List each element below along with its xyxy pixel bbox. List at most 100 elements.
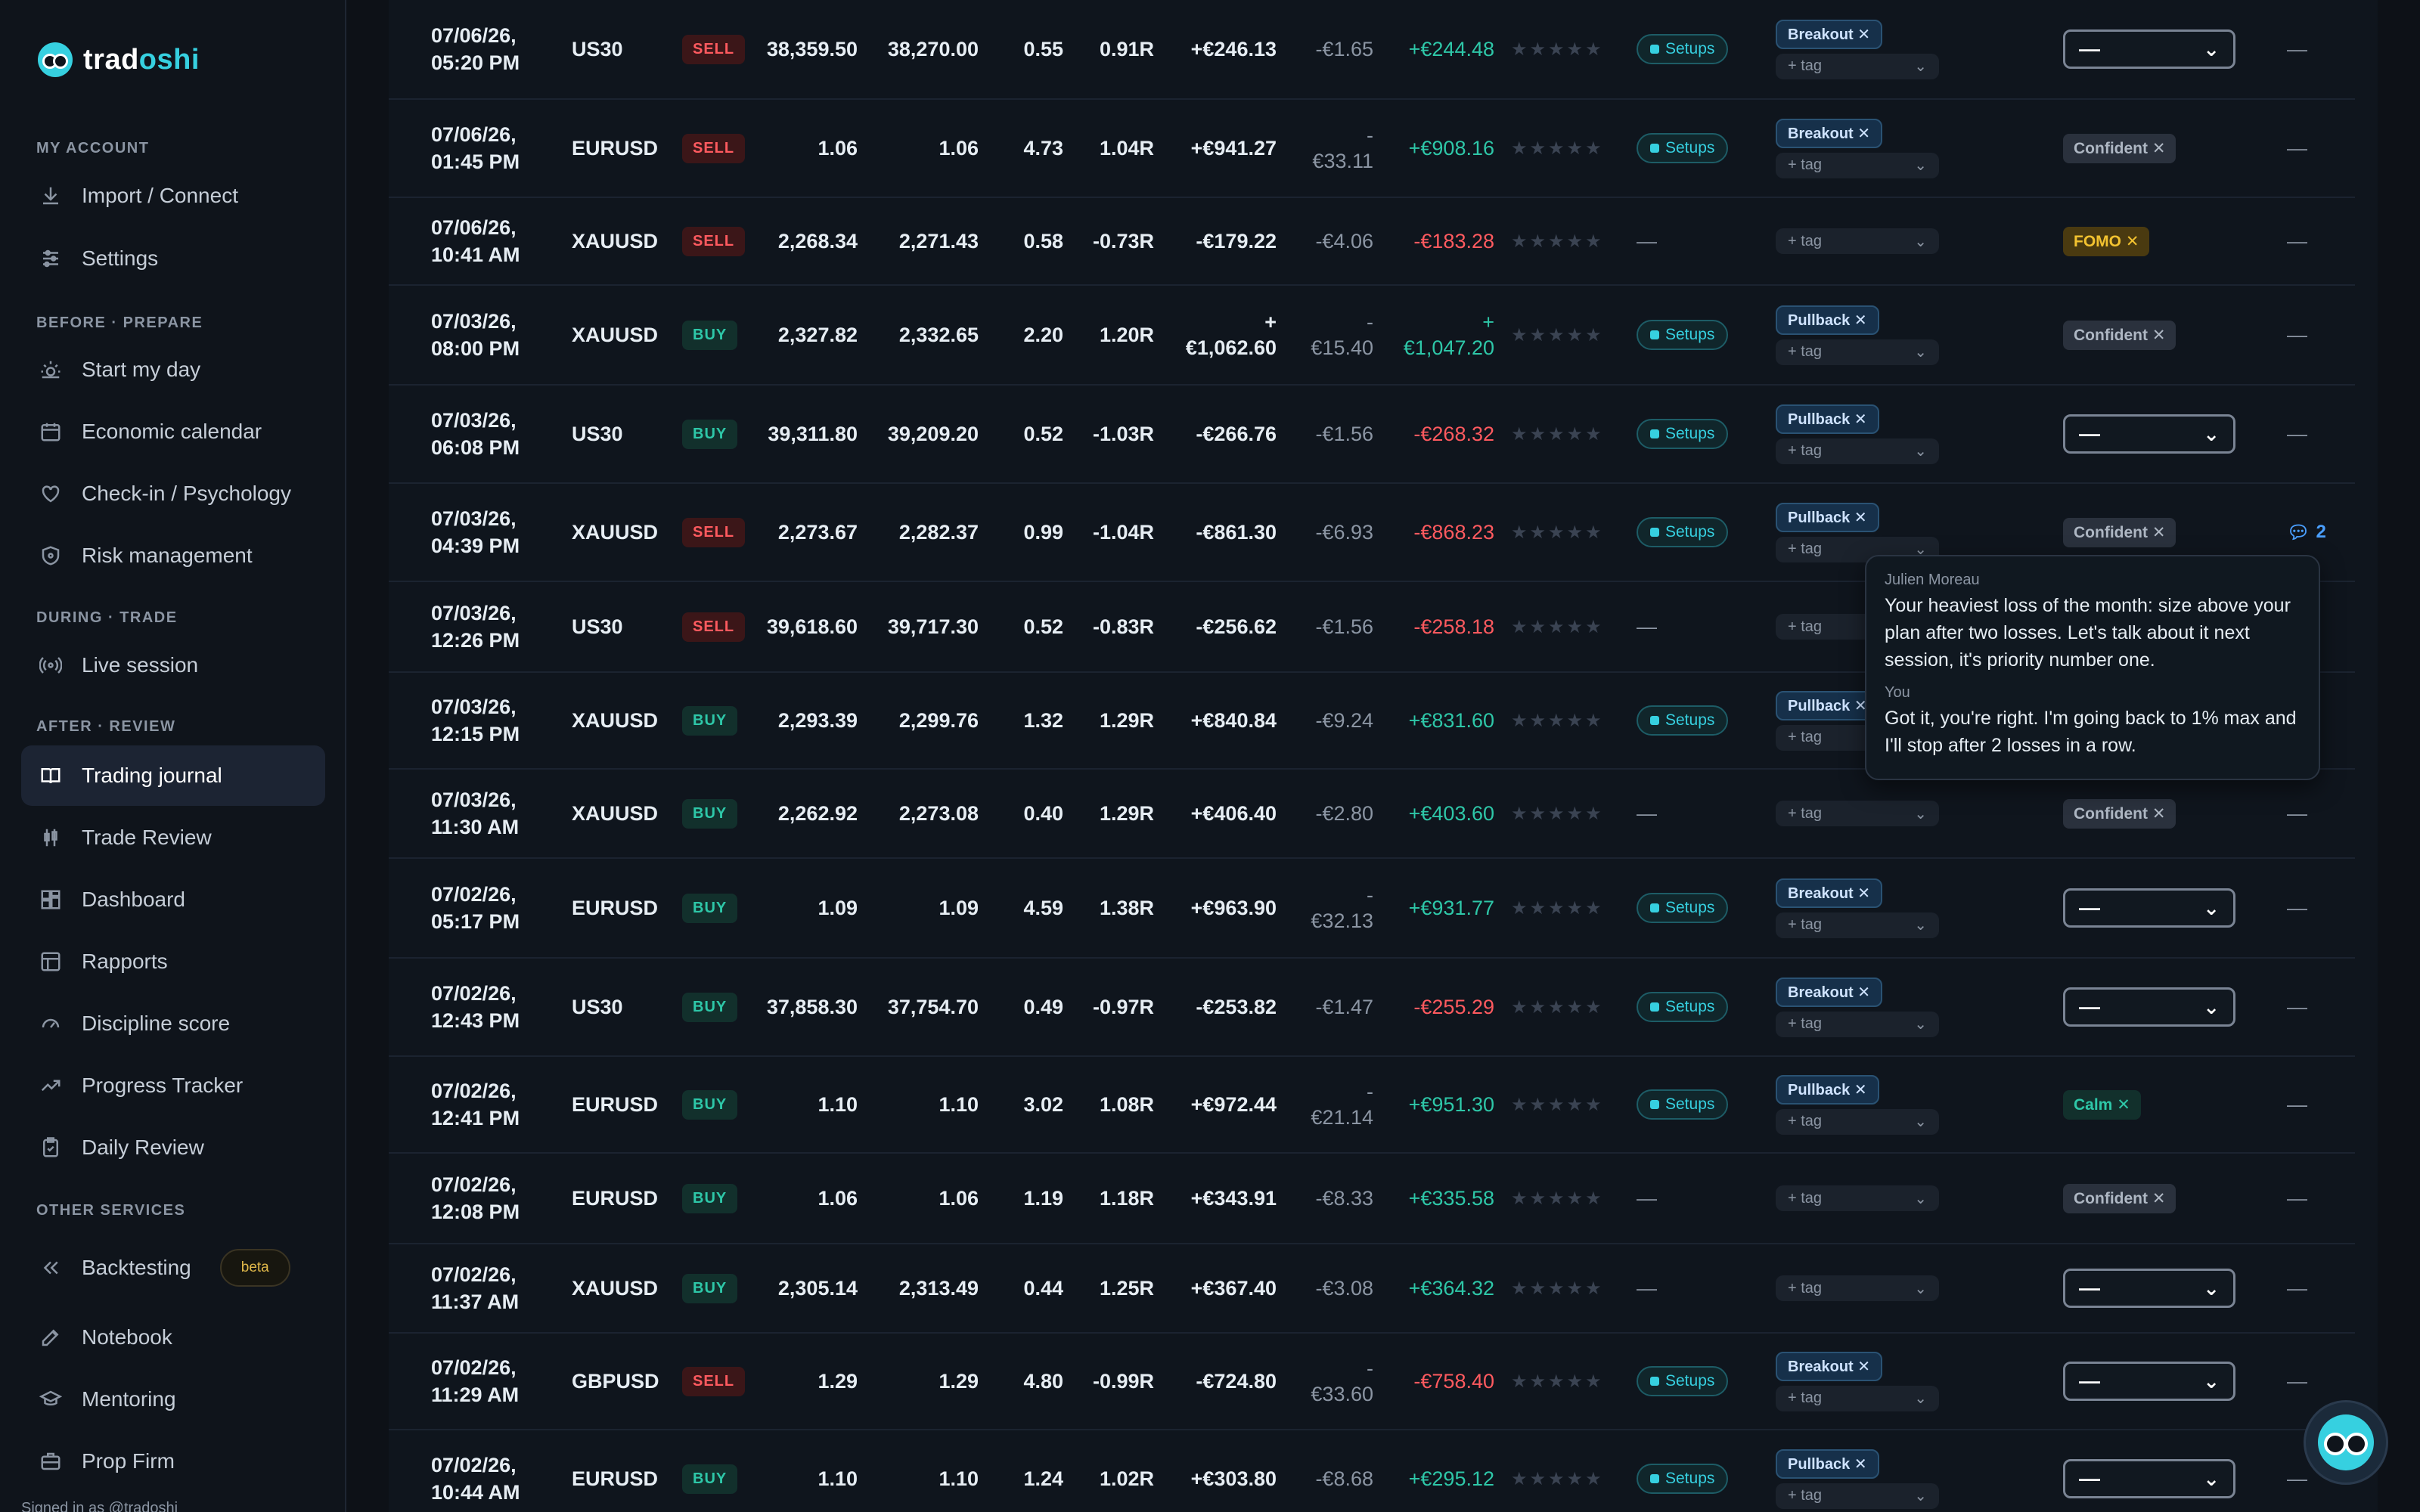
- sidebar-item-risk-management[interactable]: Risk management: [21, 525, 325, 586]
- tag-chip[interactable]: Pullback ✕: [1776, 690, 1879, 720]
- setup-badge[interactable]: Setups: [1637, 133, 1729, 163]
- tag-chip[interactable]: Pullback ✕: [1776, 305, 1879, 335]
- table-row[interactable]: 07/02/26, 12:43 PM US30 BUY 37,858.30 37,754.…: [389, 959, 2355, 1057]
- sidebar-item-rapports[interactable]: Rapports: [21, 931, 325, 992]
- table-row[interactable]: 07/06/26, 05:20 PM US30 SELL 38,359.50 38,270…: [389, 0, 2355, 100]
- table-row[interactable]: 07/03/26, 11:30 AM XAUUSD BUY 2,262.92 2,273.…: [389, 770, 2355, 859]
- table-row[interactable]: 07/03/26, 12:15 PM XAUUSD BUY 2,293.39 2,299.…: [389, 673, 2355, 770]
- sidebar-item-trade-review[interactable]: Trade Review: [21, 807, 325, 868]
- emotion-chip[interactable]: Calm ✕: [2063, 1089, 2141, 1120]
- emotion-select[interactable]: — ⌄: [2063, 1459, 2235, 1498]
- setup-badge[interactable]: Setups: [1637, 1366, 1729, 1396]
- table-row[interactable]: 07/06/26, 01:45 PM EURUSD SELL 1.06 1.06 4.73 1…: [389, 100, 2355, 198]
- table-row[interactable]: 07/02/26, 12:41 PM EURUSD BUY 1.10 1.10 3.02 1.…: [389, 1057, 2355, 1154]
- emotion-chip[interactable]: Confident ✕: [2063, 133, 2176, 163]
- sidebar-item-live-session[interactable]: Live session: [21, 635, 325, 696]
- table-row[interactable]: 07/02/26, 11:29 AM GBPUSD SELL 1.29 1.29 4.80 -…: [389, 1334, 2355, 1430]
- assistant-button[interactable]: [2304, 1400, 2388, 1485]
- tag-chip[interactable]: Breakout ✕: [1776, 118, 1883, 148]
- emotion-chip[interactable]: Confident ✕: [2063, 320, 2176, 350]
- sidebar-item-trading-journal[interactable]: Trading journal: [21, 745, 325, 806]
- tag-chip[interactable]: Pullback ✕: [1776, 404, 1879, 434]
- add-tag-select[interactable]: + tag⌄: [1776, 1385, 1939, 1411]
- rating-stars[interactable]: ★★★★★: [1511, 231, 1604, 252]
- rating-stars[interactable]: ★★★★★: [1511, 710, 1604, 731]
- tag-chip[interactable]: Pullback ✕: [1776, 502, 1879, 532]
- table-row[interactable]: 07/02/26, 11:37 AM XAUUSD BUY 2,305.14 2,313.…: [389, 1244, 2355, 1334]
- emotion-chip[interactable]: Confident ✕: [2063, 517, 2176, 547]
- rating-stars[interactable]: ★★★★★: [1511, 423, 1604, 445]
- emotion-select[interactable]: — ⌄: [2063, 987, 2235, 1027]
- setup-badge[interactable]: Setups: [1637, 1464, 1729, 1494]
- rating-stars[interactable]: ★★★★★: [1511, 138, 1604, 159]
- rating-stars[interactable]: ★★★★★: [1511, 522, 1604, 543]
- table-row[interactable]: 07/03/26, 12:26 PM US30 SELL 39,618.60 39,717…: [389, 582, 2355, 673]
- rating-stars[interactable]: ★★★★★: [1511, 1371, 1604, 1392]
- sidebar-item-start-my-day[interactable]: Start my day: [21, 339, 325, 400]
- emotion-chip[interactable]: Confident ✕: [2063, 798, 2176, 829]
- table-row[interactable]: 07/03/26, 08:00 PM XAUUSD BUY 2,327.82 2,332.…: [389, 286, 2355, 386]
- tag-chip[interactable]: Breakout ✕: [1776, 977, 1883, 1007]
- sidebar-item-dashboard[interactable]: Dashboard: [21, 869, 325, 930]
- sidebar-item-settings[interactable]: Settings: [21, 228, 325, 289]
- add-tag-select[interactable]: + tag⌄: [1776, 1011, 1939, 1037]
- setup-badge[interactable]: Setups: [1637, 705, 1729, 736]
- sidebar-item-prop-firm[interactable]: Prop Firm: [21, 1431, 325, 1492]
- tag-chip[interactable]: Breakout ✕: [1776, 19, 1883, 49]
- sidebar-item-daily-review[interactable]: Daily Review: [21, 1117, 325, 1178]
- setup-badge[interactable]: Setups: [1637, 517, 1729, 547]
- add-tag-select[interactable]: + tag⌄: [1776, 1108, 1939, 1135]
- emotion-select[interactable]: — ⌄: [2063, 414, 2235, 454]
- add-tag-select[interactable]: + tag⌄: [1776, 339, 1939, 365]
- sidebar-item-check-in-psychology[interactable]: Check-in / Psychology: [21, 463, 325, 524]
- table-row[interactable]: 07/03/26, 04:39 PM XAUUSD SELL 2,273.67 2,282…: [389, 484, 2355, 582]
- sidebar-item-import-connect[interactable]: Import / Connect: [21, 166, 325, 226]
- rating-stars[interactable]: ★★★★★: [1511, 803, 1604, 824]
- sidebar-item-backtesting[interactable]: Backtesting beta: [21, 1238, 325, 1298]
- setup-badge[interactable]: Setups: [1637, 893, 1729, 923]
- emotion-chip[interactable]: Confident ✕: [2063, 1183, 2176, 1213]
- sidebar-item-notebook[interactable]: Notebook: [21, 1307, 325, 1368]
- tag-chip[interactable]: Breakout ✕: [1776, 1351, 1883, 1381]
- emotion-select[interactable]: — ⌄: [2063, 29, 2235, 69]
- rating-stars[interactable]: ★★★★★: [1511, 1468, 1604, 1489]
- emotion-select[interactable]: — ⌄: [2063, 888, 2235, 928]
- app-logo[interactable]: tradoshi: [38, 42, 200, 77]
- sidebar-item-economic-calendar[interactable]: Economic calendar: [21, 401, 325, 462]
- add-tag-select[interactable]: + tag⌄: [1776, 438, 1939, 464]
- rating-stars[interactable]: ★★★★★: [1511, 1188, 1604, 1209]
- tag-chip[interactable]: Pullback ✕: [1776, 1074, 1879, 1105]
- add-tag-select[interactable]: + tag⌄: [1776, 912, 1939, 938]
- setup-badge[interactable]: Setups: [1637, 992, 1729, 1022]
- tag-chip[interactable]: Pullback ✕: [1776, 1448, 1879, 1479]
- rating-stars[interactable]: ★★★★★: [1511, 39, 1604, 60]
- add-tag-select[interactable]: + tag⌄: [1776, 228, 1939, 254]
- setup-badge[interactable]: Setups: [1637, 34, 1729, 64]
- table-row[interactable]: 07/02/26, 05:17 PM EURUSD BUY 1.09 1.09 4.59 1.…: [389, 859, 2355, 959]
- table-row[interactable]: 07/03/26, 06:08 PM US30 BUY 39,311.80 39,209.…: [389, 386, 2355, 484]
- rating-stars[interactable]: ★★★★★: [1511, 324, 1604, 345]
- rating-stars[interactable]: ★★★★★: [1511, 1278, 1604, 1299]
- add-tag-select[interactable]: + tag⌄: [1776, 536, 1939, 562]
- sidebar-item-mentoring[interactable]: Mentoring: [21, 1369, 325, 1430]
- add-tag-select[interactable]: + tag⌄: [1776, 801, 1939, 826]
- setup-badge[interactable]: Setups: [1637, 1089, 1729, 1120]
- setup-badge[interactable]: Setups: [1637, 419, 1729, 449]
- add-tag-select[interactable]: + tag⌄: [1776, 152, 1939, 178]
- add-tag-select[interactable]: + tag⌄: [1776, 1185, 1939, 1211]
- rating-stars[interactable]: ★★★★★: [1511, 996, 1604, 1018]
- setup-badge[interactable]: Setups: [1637, 320, 1729, 350]
- emotion-select[interactable]: — ⌄: [2063, 1362, 2235, 1401]
- table-row[interactable]: 07/02/26, 12:08 PM EURUSD BUY 1.06 1.06 1.19 1.…: [389, 1154, 2355, 1244]
- emotion-select[interactable]: — ⌄: [2063, 1269, 2235, 1308]
- table-row[interactable]: 07/02/26, 10:44 AM EURUSD BUY 1.10 1.10 1.24 1.…: [389, 1430, 2355, 1512]
- rating-stars[interactable]: ★★★★★: [1511, 897, 1604, 919]
- sidebar-item-discipline-score[interactable]: Discipline score: [21, 993, 325, 1054]
- rating-stars[interactable]: ★★★★★: [1511, 616, 1604, 637]
- rating-stars[interactable]: ★★★★★: [1511, 1094, 1604, 1115]
- add-tag-select[interactable]: + tag⌄: [1776, 53, 1939, 79]
- emotion-chip[interactable]: FOMO ✕: [2063, 226, 2150, 256]
- tag-chip[interactable]: Breakout ✕: [1776, 878, 1883, 908]
- add-tag-select[interactable]: + tag⌄: [1776, 1483, 1939, 1509]
- sidebar-item-progress-tracker[interactable]: Progress Tracker: [21, 1055, 325, 1116]
